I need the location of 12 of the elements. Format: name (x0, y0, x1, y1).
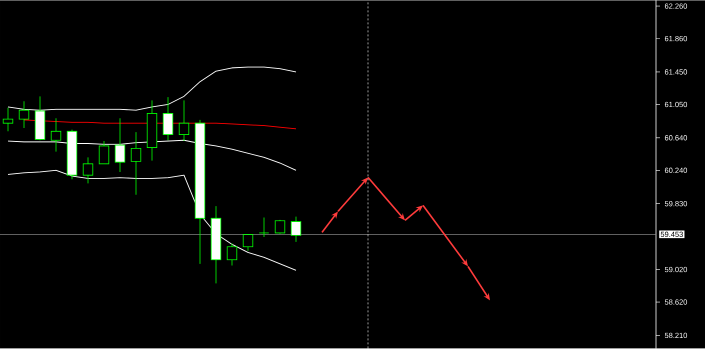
candlestick (178, 100, 190, 142)
candlestick (226, 243, 238, 266)
candlestick (242, 234, 254, 252)
candlestick (290, 216, 302, 242)
candlestick (82, 157, 94, 184)
candlestick (258, 217, 270, 238)
candlestick (2, 107, 14, 132)
candlestick (98, 140, 110, 164)
candlestick (130, 132, 142, 196)
candlestick (18, 100, 30, 129)
candlestick (274, 220, 286, 234)
candlestick (50, 118, 62, 152)
